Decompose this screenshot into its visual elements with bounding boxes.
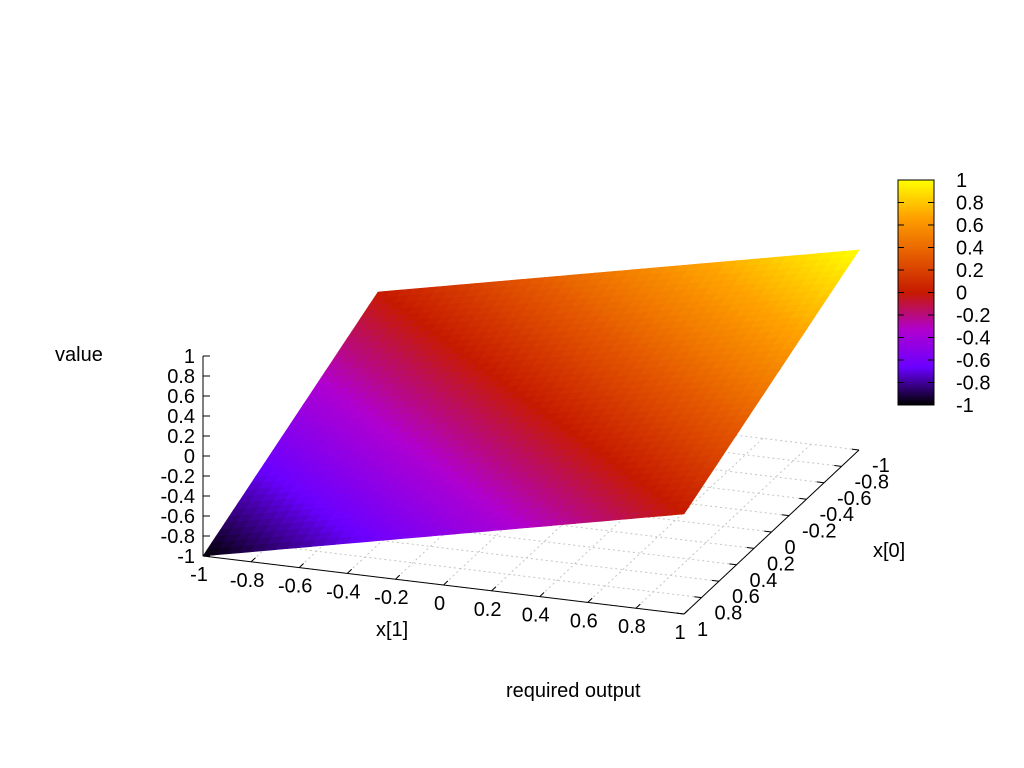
z-tick-label: -0.6 — [161, 506, 195, 528]
z-axis-label: value — [55, 344, 103, 366]
x1-tick — [539, 592, 545, 597]
colorbar-tick-label: 0.8 — [956, 193, 984, 215]
colorbar-tick-label: -1 — [956, 395, 974, 417]
colorbar-tick-label: -0.2 — [956, 305, 990, 327]
x0-tick-label: -1 — [872, 455, 890, 477]
colorbar: 10.80.60.40.20-0.2-0.4-0.6-0.8-1 — [897, 170, 990, 417]
x1-tick-label: 0.6 — [570, 610, 598, 632]
z-tick-label: 0 — [184, 446, 195, 468]
x0-tick-label: 0.6 — [732, 586, 760, 608]
x0-tick — [781, 514, 790, 517]
x1-tick — [298, 563, 304, 568]
x0-tick-label: 0.2 — [767, 553, 795, 575]
colorbar-tick-label: 1 — [956, 170, 967, 192]
x0-tick — [676, 612, 685, 615]
x0-tick-label: -0.8 — [855, 471, 889, 493]
x0-tick-label: -0.6 — [837, 488, 871, 510]
x0-tick-label: 0.8 — [715, 603, 743, 625]
z-tick-label: 0.8 — [167, 366, 195, 388]
colorbar-tick-label: -0.6 — [956, 350, 990, 372]
x1-tick — [683, 609, 689, 615]
z-tick-label: -1 — [177, 546, 195, 568]
x1-tick — [635, 603, 641, 609]
x0-tick — [764, 530, 772, 533]
x1-tick — [443, 580, 449, 586]
colorbar-tick-label: -0.4 — [956, 328, 990, 350]
x0-tick — [729, 563, 737, 566]
x0-tick — [711, 579, 720, 582]
x0-tick-label: 1 — [697, 619, 708, 641]
x1-tick-label: -0.2 — [374, 587, 408, 609]
colorbar-tick-label: 0.6 — [956, 215, 984, 237]
chart-title: required output — [506, 680, 641, 702]
x1-tick — [395, 574, 401, 580]
x0-tick — [694, 596, 702, 599]
z-tick-label: 0.6 — [167, 386, 195, 408]
x0-tick-label: -0.4 — [820, 504, 854, 526]
x-axis-label: x[1] — [376, 619, 408, 641]
x1-tick — [250, 557, 256, 563]
colorbar-tick-label: 0 — [956, 283, 967, 305]
x0-tick — [834, 465, 842, 467]
z-tick-label: -0.4 — [161, 486, 195, 508]
colorbar-tick-label: 0.4 — [956, 238, 984, 260]
axes: 10.80.60.40.20-0.2-0.4-0.6-0.8-1-1 -0.8 -0… — [161, 292, 890, 644]
z-tick-label: -0.8 — [161, 526, 195, 548]
x1-tick-label: 0.4 — [522, 605, 550, 627]
z-tick-label: 0.4 — [167, 406, 195, 428]
x1-tick-label: 0 — [434, 593, 445, 615]
colorbar-tick-label: -0.8 — [956, 373, 990, 395]
x1-tick — [346, 568, 353, 574]
surface-cell — [671, 507, 689, 516]
x1-tick-label: -1 — [190, 564, 208, 586]
x0-tick-label: 0 — [785, 537, 796, 559]
x1-tick-label: -0.4 — [326, 581, 360, 603]
x0-tick — [851, 448, 860, 451]
x0-tick — [799, 497, 807, 500]
labels: value x[1] x[0] required output — [55, 344, 905, 702]
x1-tick-label: 1 — [674, 622, 685, 644]
x0-tick-label: -0.2 — [802, 521, 836, 543]
x1-tick — [587, 597, 593, 603]
x0-tick-label: 0.4 — [750, 570, 778, 592]
surface — [202, 249, 860, 557]
x1-tick-label: 0.2 — [474, 599, 502, 621]
z-tick-label: -0.2 — [161, 466, 195, 488]
x0-tick — [746, 547, 755, 549]
y-axis-label: x[0] — [873, 540, 905, 562]
grid-line — [220, 539, 702, 599]
x1-tick-label: -0.8 — [230, 570, 264, 592]
colorbar-tick-label: 0.2 — [956, 260, 984, 282]
z-tick-label: 0.2 — [167, 426, 195, 448]
x1-tick-label: 0.8 — [618, 616, 646, 638]
x0-tick — [816, 481, 825, 484]
x1-tick — [491, 586, 497, 592]
z-tick-label: 1 — [184, 346, 195, 368]
x1-tick-label: -0.6 — [278, 576, 312, 598]
